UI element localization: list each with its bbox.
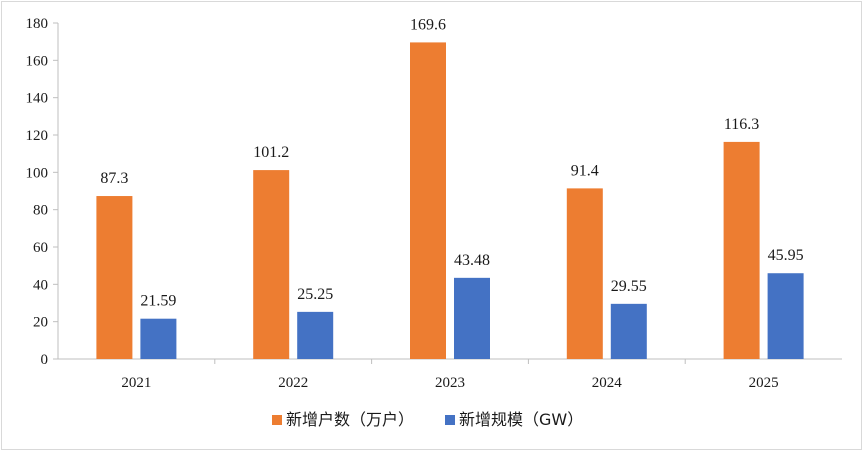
data-label: 169.6	[410, 16, 446, 33]
legend-swatch	[445, 415, 455, 425]
y-tick-label: 140	[26, 91, 49, 107]
bar-capacity	[454, 277, 490, 359]
bar-capacity	[610, 303, 647, 359]
data-label: 91.4	[571, 162, 599, 179]
y-tick-label: 160	[26, 53, 49, 69]
legend-swatch	[272, 415, 282, 425]
bar-households	[410, 42, 446, 360]
data-label: 21.59	[140, 293, 176, 310]
data-label: 43.48	[454, 252, 490, 269]
legend-label: 新增户数（万户）	[286, 410, 414, 429]
y-tick-label: 20	[33, 315, 48, 331]
legend-label: 新增规模（GW）	[459, 410, 583, 429]
data-label: 29.55	[611, 278, 647, 295]
data-label: 87.3	[100, 170, 128, 187]
x-tick-label: 2024	[592, 375, 623, 391]
y-tick-label: 80	[33, 203, 48, 219]
y-tick-label: 100	[26, 165, 49, 181]
y-tick-label: 0	[41, 352, 49, 368]
y-tick-label: 120	[26, 128, 49, 144]
y-tick-label: 180	[26, 16, 49, 32]
x-tick-label: 2023	[435, 375, 465, 391]
data-label: 45.95	[768, 247, 804, 264]
data-label: 116.3	[724, 116, 759, 133]
bar-households	[253, 170, 290, 359]
x-tick-label: 2021	[121, 375, 151, 391]
bar-households	[723, 141, 760, 359]
y-tick-label: 60	[33, 240, 48, 256]
y-tick-label: 40	[33, 277, 48, 293]
data-label: 25.25	[297, 286, 333, 303]
x-tick-label: 2025	[749, 375, 779, 391]
bar-households	[566, 188, 603, 359]
bar-households	[96, 196, 133, 359]
bar-capacity	[297, 311, 334, 359]
x-tick-label: 2022	[278, 375, 308, 391]
bar-capacity	[140, 318, 177, 359]
bar-capacity	[767, 273, 804, 359]
data-label: 101.2	[253, 144, 289, 161]
